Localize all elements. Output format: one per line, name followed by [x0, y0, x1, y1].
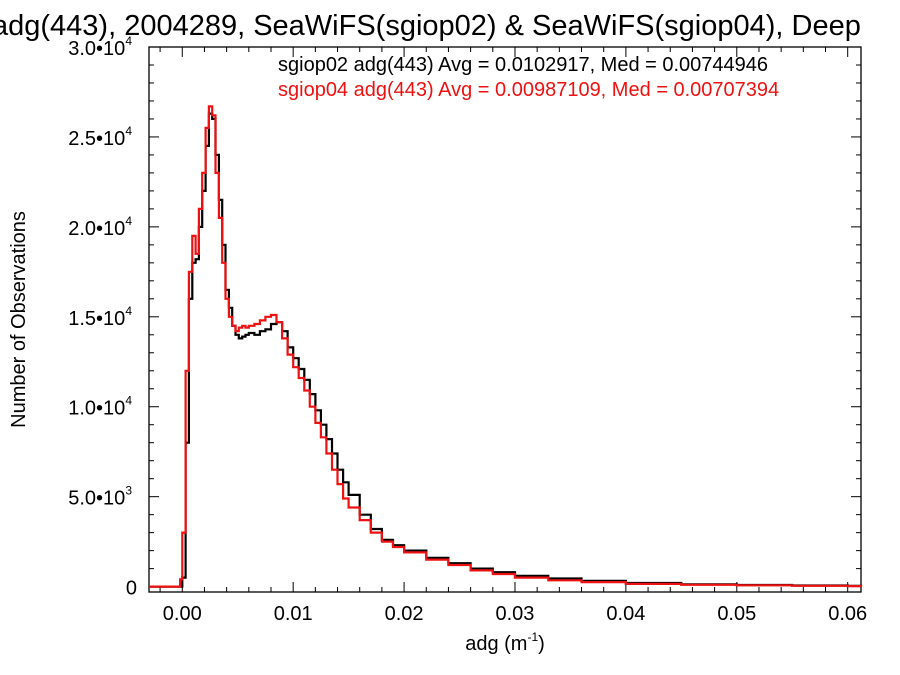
x-tick-label: 0.03 [496, 603, 535, 625]
x-tick-label: 0.01 [274, 603, 313, 625]
x-axis-label-sup: -1 [527, 630, 538, 644]
y-tick-label: 3.0•104 [68, 34, 132, 60]
chart-title: adg(443), 2004289, SeaWiFS(sgiop02) & Se… [0, 10, 861, 42]
y-tick-label: 1.5•104 [68, 304, 132, 330]
x-tick-label: 0.00 [163, 603, 202, 625]
y-tick-label: 2.5•104 [68, 124, 132, 150]
plot-frame [148, 46, 862, 593]
x-tick-label: 0.02 [385, 603, 424, 625]
y-tick-label: 5.0•103 [68, 484, 132, 510]
x-axis-label: adg (m-1) [465, 630, 545, 655]
y-tick-label: 2.0•104 [68, 214, 132, 240]
y-tick-label: 1.0•104 [68, 394, 132, 420]
legend-entry-1: sgiop02 adg(443) Avg = 0.0102917, Med = … [278, 54, 768, 76]
series-line-1 [149, 112, 863, 588]
x-tick-label: 0.04 [606, 603, 645, 625]
x-axis-label-end: ) [538, 633, 545, 655]
legend-entry-2: sgiop04 adg(443) Avg = 0.00987109, Med =… [278, 79, 779, 101]
x-tick-label: 0.06 [828, 603, 867, 625]
y-axis-label: Number of Observations [8, 211, 30, 428]
x-axis-label-text: adg (m [465, 633, 527, 655]
x-tick-label: 0.05 [717, 603, 756, 625]
series-line-2 [149, 105, 863, 588]
y-tick-label: 0 [126, 578, 137, 600]
